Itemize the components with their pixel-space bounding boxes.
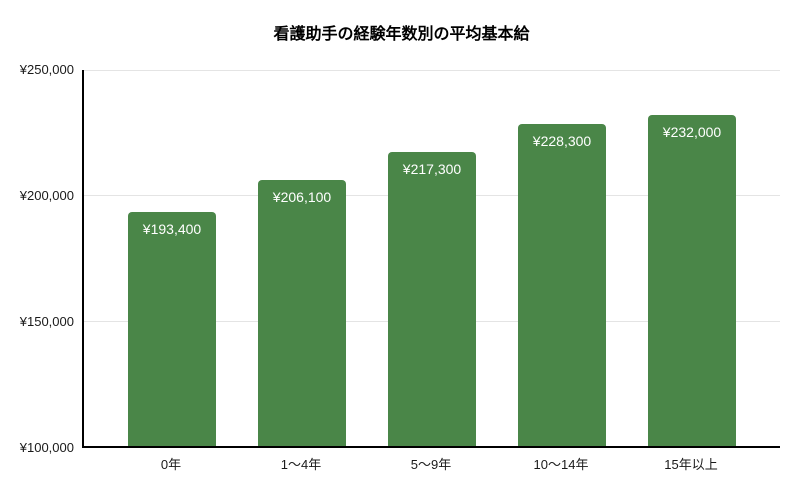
x-axis-tick-label: 5〜9年 bbox=[410, 457, 452, 472]
bar-15年以上: ¥232,000 bbox=[648, 115, 736, 446]
bar-value-label: ¥232,000 bbox=[662, 124, 722, 141]
gridline bbox=[84, 70, 780, 71]
bar-0年: ¥193,400 bbox=[128, 211, 216, 446]
bar-value-label: ¥193,400 bbox=[142, 220, 202, 237]
plot-area: ¥193,400 ¥206,100 ¥217,300 ¥228,300 ¥232,000 bbox=[82, 70, 780, 448]
bar-1〜4年: ¥206,100 bbox=[258, 180, 346, 446]
x-axis-tick-label: 10〜14年 bbox=[533, 457, 589, 472]
y-axis-tick-label: ¥150,000 bbox=[19, 314, 74, 329]
bar-value-label: ¥206,100 bbox=[272, 189, 332, 206]
x-axis-labels: 0年 1〜4年 5〜9年 10〜14年 15年以上 bbox=[82, 454, 780, 473]
bar-5〜9年: ¥217,300 bbox=[388, 151, 476, 446]
bar-value-label: ¥217,300 bbox=[402, 160, 462, 177]
y-axis-tick-label: ¥100,000 bbox=[19, 440, 74, 455]
x-axis-tick-label: 1〜4年 bbox=[280, 457, 322, 472]
x-axis-tick-label: 0年 bbox=[160, 457, 182, 472]
bar-value-label: ¥228,300 bbox=[532, 133, 592, 150]
y-axis-tick-label: ¥250,000 bbox=[19, 62, 74, 77]
bars-group: ¥193,400 ¥206,100 ¥217,300 ¥228,300 ¥232,000 bbox=[84, 70, 780, 446]
y-axis-tick-label: ¥200,000 bbox=[19, 188, 74, 203]
x-axis-tick-label: 15年以上 bbox=[664, 457, 718, 472]
chart-title: 看護助手の経験年数別の平均基本給 bbox=[273, 26, 530, 43]
bar-10〜14年: ¥228,300 bbox=[518, 124, 606, 446]
